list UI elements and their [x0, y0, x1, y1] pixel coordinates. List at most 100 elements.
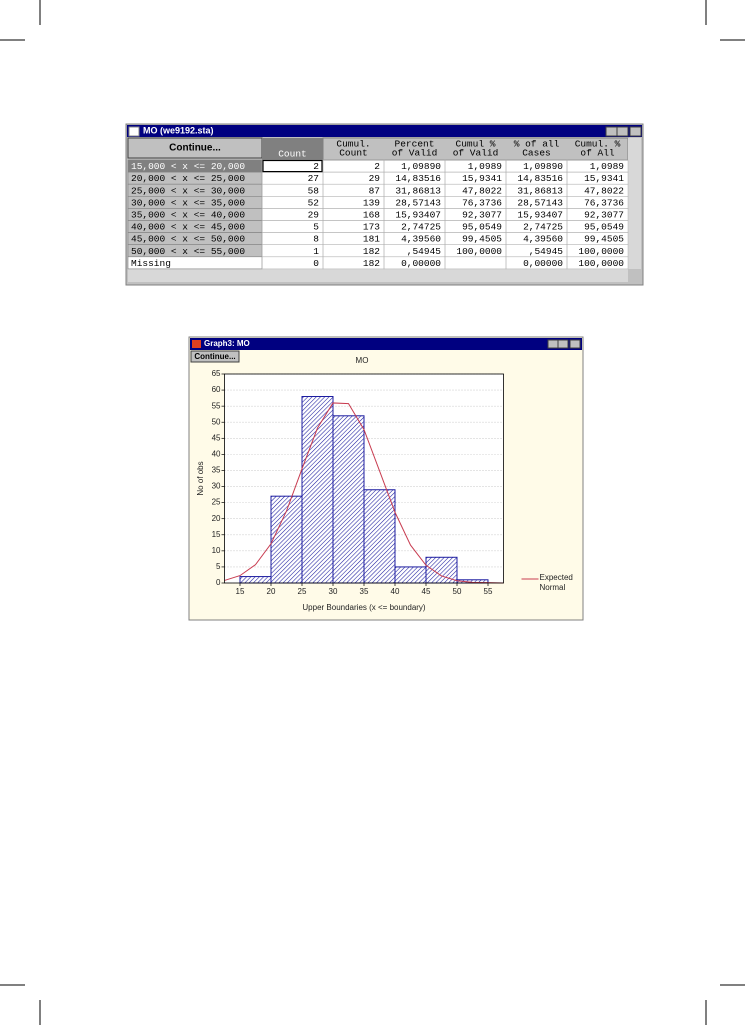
- cell-text: 29: [308, 209, 320, 220]
- button-label[interactable]: Continue...: [194, 352, 235, 361]
- cell-text: 2: [313, 161, 319, 172]
- cell-text: 100,0000: [456, 246, 502, 257]
- x-tick-label: 25: [298, 587, 307, 596]
- y-tick-label: 50: [212, 417, 221, 426]
- cell-text: 76,3736: [584, 197, 624, 208]
- cell-text: 2,74725: [401, 222, 441, 233]
- cell-text: 95,0549: [462, 222, 502, 233]
- cell-text: 1,0989: [468, 161, 503, 172]
- window-controls[interactable]: [605, 126, 642, 137]
- y-tick-label: 10: [212, 546, 221, 555]
- cell-text: 1,0989: [590, 161, 625, 172]
- row-label: 35,000 < x <= 40,000: [131, 209, 245, 220]
- x-axis-label: Upper Boundaries (x <= boundary): [302, 603, 426, 612]
- cell-text: 8: [313, 234, 319, 245]
- plot-frame: [224, 373, 504, 584]
- cell-text: ,54945: [407, 246, 442, 257]
- cell-text: 1,09890: [401, 161, 441, 172]
- cell-text: 92,3077: [584, 209, 624, 220]
- cell-text: 0: [313, 258, 319, 269]
- window-controls[interactable]: [547, 339, 581, 349]
- h-scrollbar[interactable]: [128, 269, 628, 282]
- x-tick-label: 20: [267, 587, 276, 596]
- column-header: of All: [580, 148, 615, 159]
- cell-text: 95,0549: [584, 222, 624, 233]
- continue-button[interactable]: [190, 350, 240, 363]
- x-tick-label: 55: [484, 587, 493, 596]
- legend: Expected Normal: [539, 573, 573, 592]
- cell-text: 99,4505: [584, 234, 624, 245]
- bar: [301, 396, 334, 584]
- x-tick-label: 15: [236, 587, 245, 596]
- x-tick-label: 35: [360, 587, 369, 596]
- y-tick-label: 20: [212, 514, 221, 523]
- cell-text: 15,9341: [462, 173, 502, 184]
- cell-text: 2: [374, 161, 380, 172]
- y-tick-label: 30: [212, 482, 221, 491]
- x-tick-label: 45: [422, 587, 431, 596]
- y-tick-label: 65: [212, 369, 221, 378]
- cell-cursor: [262, 159, 323, 173]
- row-label: 40,000 < x <= 45,000: [131, 222, 245, 233]
- column-header: Count: [278, 149, 307, 160]
- cell-text: 47,8022: [462, 185, 502, 196]
- column-header: Percent: [395, 139, 435, 150]
- cell-text: 28,57143: [395, 197, 441, 208]
- cell-text: 14,83516: [517, 173, 563, 184]
- cell-text: ,54945: [529, 246, 564, 257]
- window-title: Graph3: MO: [204, 339, 250, 348]
- cell-text: 0,00000: [523, 258, 563, 269]
- chart-title: MO: [356, 356, 369, 365]
- y-tick-label: 60: [212, 385, 221, 394]
- column-header: Cumul %: [456, 139, 496, 150]
- y-tick-label: 55: [212, 401, 221, 410]
- bar: [239, 576, 272, 584]
- y-tick-label: 40: [212, 449, 221, 458]
- cell-text: 100,0000: [578, 246, 624, 257]
- row-label: 20,000 < x <= 25,000: [131, 173, 245, 184]
- y-axis-label: No of obs: [196, 461, 205, 495]
- cell-text: 31,86813: [395, 185, 441, 196]
- y-tick-label: 25: [212, 498, 221, 507]
- window-title: MO (we9192.sta): [143, 125, 214, 135]
- cell-text: 76,3736: [462, 197, 502, 208]
- bar: [270, 495, 303, 584]
- cell-text: 2,74725: [523, 222, 563, 233]
- cell-text: 168: [363, 209, 380, 220]
- y-tick-label: 0: [216, 578, 221, 587]
- bar: [363, 489, 396, 584]
- cell-text: 58: [308, 185, 320, 196]
- v-scrollbar[interactable]: [628, 138, 641, 269]
- y-tick-label: 5: [216, 562, 221, 571]
- column-header: Cumul. %: [575, 139, 621, 150]
- cell-text: 52: [308, 197, 320, 208]
- cell-text: 87: [369, 185, 380, 196]
- cell: [566, 256, 629, 270]
- cell-text: 14,83516: [395, 173, 441, 184]
- bar: [394, 566, 427, 584]
- row-label: 25,000 < x <= 30,000: [131, 185, 245, 196]
- x-tick-label: 40: [391, 587, 400, 596]
- cell-text: 5: [313, 222, 319, 233]
- column-header: Count: [339, 148, 368, 159]
- cell-text: 181: [363, 234, 380, 245]
- cell-text: 173: [363, 222, 380, 233]
- cell-text: 182: [363, 258, 380, 269]
- row-label: Missing: [131, 258, 171, 269]
- row-label: 50,000 < x <= 55,000: [131, 246, 245, 257]
- column-header: of Valid: [392, 148, 438, 159]
- cell-text: 139: [363, 197, 380, 208]
- cell-text: 47,8022: [584, 185, 624, 196]
- cell-text: 1: [313, 246, 319, 257]
- normal-curve: [224, 402, 504, 584]
- cell-text: 100,0000: [578, 258, 624, 269]
- cell-text: 1,09890: [523, 161, 563, 172]
- cell-text: 15,9341: [584, 173, 624, 184]
- y-tick-label: 45: [212, 433, 221, 442]
- button-label[interactable]: Continue...: [169, 143, 221, 154]
- legend-label: Expected Normal: [539, 573, 573, 592]
- column-header: Cases: [522, 148, 551, 159]
- cell-text: 15,93407: [395, 209, 441, 220]
